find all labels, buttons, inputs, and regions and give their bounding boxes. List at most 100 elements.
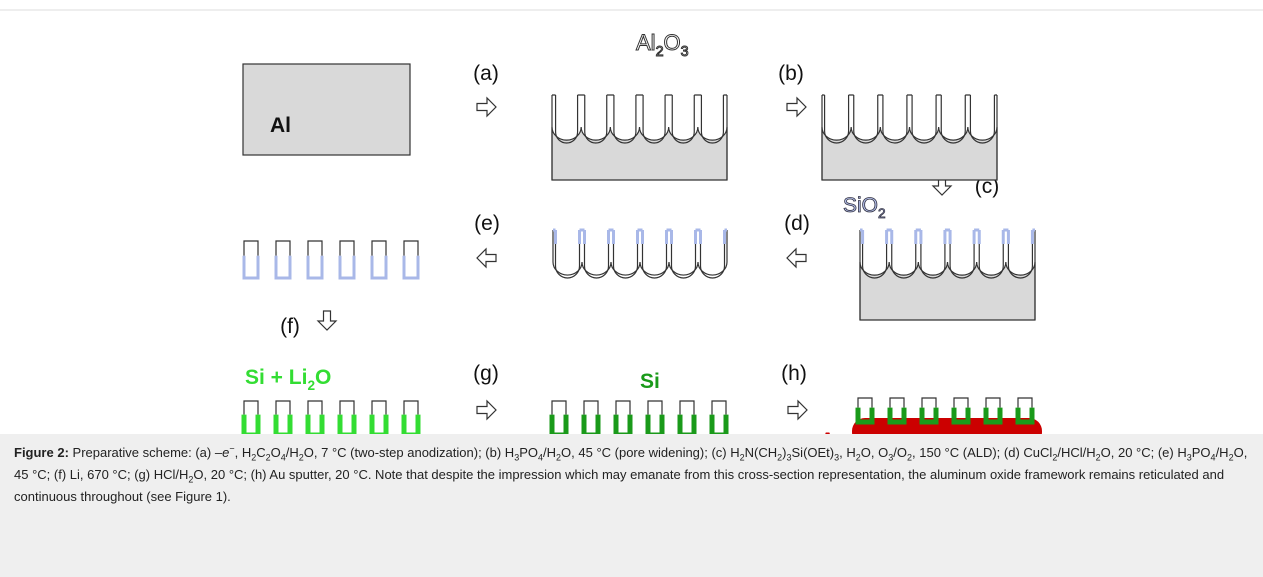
tube-wall xyxy=(954,398,968,408)
tube-base xyxy=(712,415,726,434)
tube-base xyxy=(680,415,694,434)
step-label: (e) xyxy=(474,212,500,235)
step-label: (g) xyxy=(473,362,499,385)
tube-base xyxy=(244,415,258,434)
pore xyxy=(614,95,636,143)
step-label: (b) xyxy=(778,62,804,85)
tube-wall xyxy=(404,401,418,415)
pore xyxy=(1008,230,1032,278)
process-arrow xyxy=(477,401,496,419)
process-arrow xyxy=(787,249,806,267)
caption-run: /HCl/H xyxy=(1057,445,1095,460)
caption: Figure 2: Preparative scheme: (a) –e−, H… xyxy=(0,434,1263,577)
tube-base xyxy=(890,408,904,422)
pore xyxy=(892,230,916,278)
pore xyxy=(854,95,878,143)
tube-base xyxy=(552,415,566,434)
caption-run: PO xyxy=(519,445,538,460)
tube-base xyxy=(584,415,598,434)
caption-text: Preparative scheme: (a) –e−, H2C2O4/H2O,… xyxy=(14,445,1247,504)
tube-wall xyxy=(340,401,354,415)
tube-base xyxy=(616,415,630,434)
caption-run: PO xyxy=(1192,445,1211,460)
pore xyxy=(556,95,578,143)
pore xyxy=(585,95,607,143)
al2o3-label-part: Al xyxy=(636,30,656,55)
tube-base xyxy=(244,256,258,278)
al2o3-label: Al2O3 xyxy=(636,30,689,60)
al2o3-label-part: O xyxy=(664,30,681,55)
tube-base xyxy=(276,256,290,278)
pore xyxy=(970,95,994,143)
tube-wall xyxy=(372,241,386,256)
caption-run: O, O xyxy=(861,445,888,460)
page: (a)(b)(c)(d)(e)(f)(g)(h)AlAl2O3SiO2Si + … xyxy=(0,0,1263,577)
caption-run: N(CH xyxy=(745,445,778,460)
pore xyxy=(825,95,849,143)
caption-run: , 150 °C (ALD); (d) CuCl xyxy=(912,445,1052,460)
tube-base xyxy=(404,415,418,434)
pore xyxy=(643,230,667,278)
tube-wall xyxy=(986,398,1000,408)
tube-wall xyxy=(584,401,598,415)
si-li2o-label: Si + Li2O xyxy=(245,366,331,393)
step-label: (a) xyxy=(473,62,499,85)
tube-wall xyxy=(616,401,630,415)
process-arrow xyxy=(787,98,806,116)
step-label: (f) xyxy=(280,315,300,338)
tube-base xyxy=(276,415,290,434)
sio2-label-sub: 2 xyxy=(878,206,886,221)
tube-base xyxy=(372,256,386,278)
tube-base xyxy=(308,256,322,278)
caption-run: /H xyxy=(543,445,556,460)
tube-base xyxy=(1018,408,1032,422)
caption-run: Preparative scheme: (a) – xyxy=(69,445,222,460)
tube-base xyxy=(404,256,418,278)
tube-base xyxy=(340,256,354,278)
caption-run: /H xyxy=(286,445,299,460)
pore xyxy=(701,95,723,143)
gold-layer xyxy=(852,418,1042,434)
process-arrow xyxy=(477,249,496,267)
si-li2o-label-part: Si + Li xyxy=(245,366,307,389)
caption-run: O, 7 °C (two-step anodization); (b) H xyxy=(304,445,514,460)
pore xyxy=(912,95,936,143)
tube-base xyxy=(308,415,322,434)
tube-wall xyxy=(308,401,322,415)
caption-label: Figure 2: xyxy=(14,445,69,460)
al-label: Al xyxy=(270,114,291,137)
sio2-label-part: SiO xyxy=(843,194,878,217)
pore xyxy=(921,230,945,278)
tube-base xyxy=(372,415,386,434)
aluminum-substrate xyxy=(552,127,727,180)
si-label: Si xyxy=(640,370,660,393)
step-label: (d) xyxy=(784,212,810,235)
pore xyxy=(941,95,965,143)
caption-run: , H xyxy=(839,445,856,460)
pore xyxy=(863,230,887,278)
al2o3-label-sub: 3 xyxy=(681,44,689,60)
caption-run: /H xyxy=(1216,445,1229,460)
tube-wall xyxy=(244,401,258,415)
caption-run: O xyxy=(271,445,281,460)
caption-run: /O xyxy=(893,445,907,460)
pore xyxy=(672,95,694,143)
tube-wall xyxy=(244,241,258,256)
step-label: (h) xyxy=(781,362,807,385)
tube-base xyxy=(954,408,968,422)
al2o3-label-sub: 2 xyxy=(656,44,664,60)
tube-wall xyxy=(276,241,290,256)
caption-run: O, 20 °C; (h) Au sputter, 20 °C. Note th… xyxy=(14,467,1224,504)
tube-wall xyxy=(922,398,936,408)
tube-wall xyxy=(552,401,566,415)
tube-base xyxy=(648,415,662,434)
pore xyxy=(556,230,580,278)
tube-wall xyxy=(858,398,872,408)
tube-wall xyxy=(648,401,662,415)
tube-wall xyxy=(712,401,726,415)
process-arrow xyxy=(788,401,807,419)
pore xyxy=(614,230,638,278)
tube-wall xyxy=(372,401,386,415)
tube-wall xyxy=(308,241,322,256)
caption-run: C xyxy=(256,445,265,460)
